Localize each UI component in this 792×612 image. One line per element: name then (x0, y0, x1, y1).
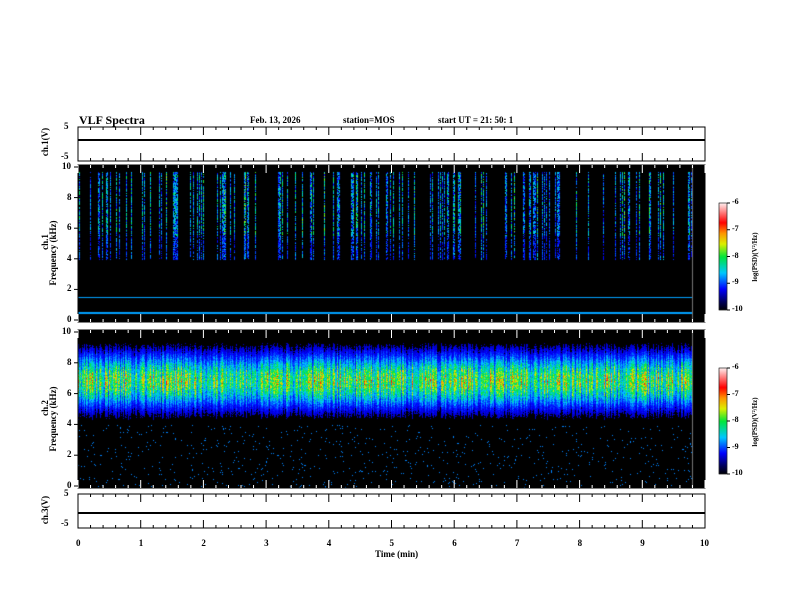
y-tick-label: 6 (67, 387, 72, 398)
colorbar1 (718, 202, 728, 311)
y-tick-label: 2 (67, 449, 72, 460)
y-tick-label: 8 (67, 191, 72, 202)
panel-frame (77, 164, 706, 323)
y-tick-label: 0 (67, 480, 72, 490)
x-tick-label: 8 (577, 538, 583, 548)
colorbar2-label: log(PSD)(V²/Hz) (751, 397, 759, 447)
x-tick-label: 2 (201, 538, 206, 548)
y-tick-label: 5 (64, 488, 69, 498)
start-time-label: start UT = 21: 50: 1 (438, 115, 514, 125)
y-tick-label: 4 (67, 252, 72, 263)
colorbar-tick-label: -8 (732, 415, 739, 424)
colorbar-tick-label: -6 (732, 197, 739, 206)
date-label: Feb. 13, 2026 (250, 115, 301, 125)
colorbar-tick-label: -9 (732, 441, 739, 451)
colorbar-tick-label: -10 (732, 304, 743, 313)
x-tick-label: 6 (452, 538, 457, 548)
x-tick-label: 10 (700, 538, 709, 548)
colorbar-tick-label: -6 (732, 362, 739, 371)
ch3-ylabel: ch.3(V) (40, 495, 50, 525)
colorbar-tick-label: -9 (732, 277, 739, 287)
x-tick-label: 5 (389, 538, 395, 548)
x-tick-label: 1 (138, 538, 144, 548)
y-tick-label: 0 (67, 314, 72, 324)
y-tick-label: -5 (61, 151, 69, 161)
y-tick-label: 6 (67, 222, 72, 233)
y-tick-label: 4 (67, 418, 72, 429)
colorbar2 (718, 367, 728, 475)
y-tick-label: 8 (67, 356, 72, 367)
ch1-freq-label: Frequency (kHz) (48, 220, 58, 286)
x-axis-label: Time (min) (375, 549, 419, 559)
y-tick-label: 10 (62, 326, 71, 336)
colorbar-tick-label: -7 (732, 223, 739, 233)
panel-frame (77, 329, 706, 489)
x-tick-label: 9 (640, 538, 645, 548)
x-tick-label: 7 (514, 538, 520, 548)
x-tick-label: 3 (264, 538, 269, 548)
colorbar1-label: log(PSD)(V²/Hz) (751, 232, 759, 282)
colorbar-tick-label: -10 (732, 468, 743, 477)
y-tick-label: -5 (61, 518, 69, 528)
colorbar-tick-label: -8 (732, 250, 739, 260)
x-tick-label: 0 (76, 538, 81, 548)
y-tick-label: 5 (64, 121, 69, 131)
station-label: station=MOS (343, 115, 395, 125)
y-tick-label: 2 (67, 283, 72, 294)
ch1-ylabel: ch.1(V) (40, 127, 50, 157)
figure-title: VLF Spectra (79, 113, 145, 127)
ch2-freq-label: Frequency (kHz) (48, 386, 58, 452)
colorbar-tick-label: -7 (732, 388, 739, 398)
y-tick-label: 10 (62, 161, 71, 171)
x-tick-label: 4 (326, 538, 332, 548)
